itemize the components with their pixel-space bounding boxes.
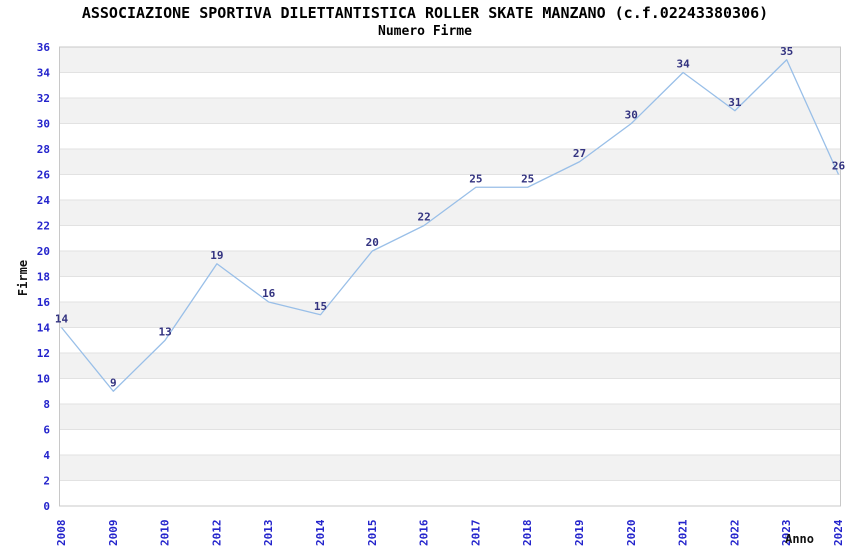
y-tick-label: 26 xyxy=(37,169,51,182)
x-axis-tick-labels: 2008 2009 2010 2012 2013 2014 2015 2016 2017 2018… xyxy=(55,519,845,546)
y-tick-label: 14 xyxy=(37,322,51,335)
band xyxy=(59,200,841,226)
data-point-label: 19 xyxy=(210,249,223,262)
band xyxy=(59,123,841,149)
y-tick-label: 20 xyxy=(37,245,50,258)
data-point-label: 22 xyxy=(417,211,430,224)
x-tick-label: 2009 xyxy=(107,520,120,547)
data-point-label: 30 xyxy=(625,109,638,122)
y-tick-label: 0 xyxy=(43,500,50,513)
x-tick-label: 2024 xyxy=(832,519,845,546)
band xyxy=(59,98,841,124)
data-line xyxy=(60,59,840,392)
y-tick-label: 30 xyxy=(37,118,50,131)
y-tick-label: 22 xyxy=(37,220,50,233)
band xyxy=(59,455,841,481)
data-point-label: 16 xyxy=(262,287,276,300)
data-point-label: 25 xyxy=(469,172,482,185)
x-tick-label: 2018 xyxy=(521,520,534,547)
data-point-label: 26 xyxy=(832,160,846,173)
y-tick-label: 12 xyxy=(37,347,50,360)
chart-title: ASSOCIAZIONE SPORTIVA DILETTANTISTICA RO… xyxy=(81,4,769,22)
x-tick-label: 2008 xyxy=(55,520,68,547)
y-tick-label: 36 xyxy=(37,41,51,54)
y-tick-label: 18 xyxy=(37,271,50,284)
y-tick-label: 6 xyxy=(43,424,50,437)
plot-bands xyxy=(59,47,841,506)
band xyxy=(59,225,841,251)
x-tick-label: 2015 xyxy=(366,520,379,547)
x-tick-label: 2017 xyxy=(469,520,482,547)
data-point-label: 15 xyxy=(314,300,327,313)
band xyxy=(59,353,841,379)
band xyxy=(59,174,841,200)
y-axis-title: Firme xyxy=(16,260,30,296)
y-tick-label: 24 xyxy=(37,194,51,207)
x-tick-label: 2012 xyxy=(210,520,223,547)
band xyxy=(59,378,841,404)
band xyxy=(59,404,841,430)
band xyxy=(59,327,841,353)
data-point-label: 9 xyxy=(110,376,117,389)
band xyxy=(59,302,841,328)
data-point-label: 25 xyxy=(521,172,534,185)
x-tick-label: 2013 xyxy=(262,520,275,547)
grid-lines xyxy=(59,72,841,481)
x-tick-label: 2014 xyxy=(314,519,327,546)
band xyxy=(59,429,841,455)
y-tick-label: 32 xyxy=(37,92,50,105)
x-tick-label: 2016 xyxy=(418,519,431,546)
chart-subtitle: Numero Firme xyxy=(378,24,472,39)
band xyxy=(59,276,841,302)
band xyxy=(59,251,841,277)
y-tick-label: 28 xyxy=(37,143,50,156)
x-axis-title: Anno xyxy=(785,532,814,546)
data-point-label: 27 xyxy=(573,147,586,160)
data-point-label: 14 xyxy=(55,313,69,326)
band xyxy=(59,480,841,506)
x-tick-label: 2022 xyxy=(728,520,741,547)
data-point-label: 31 xyxy=(728,96,742,109)
data-point-label: 34 xyxy=(676,58,690,71)
band xyxy=(59,149,841,175)
y-tick-label: 10 xyxy=(37,373,50,386)
y-tick-label: 34 xyxy=(37,67,51,80)
y-tick-label: 8 xyxy=(43,398,50,411)
y-tick-label: 16 xyxy=(37,296,51,309)
x-tick-label: 2023 xyxy=(780,520,793,547)
band xyxy=(59,47,841,73)
data-point-label: 13 xyxy=(158,325,171,338)
x-tick-label: 2019 xyxy=(573,520,586,547)
data-point-labels: 14 9 13 19 16 15 20 22 25 25 27 30 34 31 35 26 xyxy=(55,45,846,390)
x-tick-label: 2020 xyxy=(625,520,638,547)
data-point-label: 20 xyxy=(366,236,379,249)
plot-border xyxy=(59,46,841,507)
band xyxy=(59,72,841,98)
y-tick-label: 4 xyxy=(43,449,50,462)
x-tick-label: 2010 xyxy=(159,520,172,547)
data-point-label: 35 xyxy=(780,45,793,58)
y-tick-label: 2 xyxy=(43,475,50,488)
x-tick-label: 2021 xyxy=(677,519,690,546)
